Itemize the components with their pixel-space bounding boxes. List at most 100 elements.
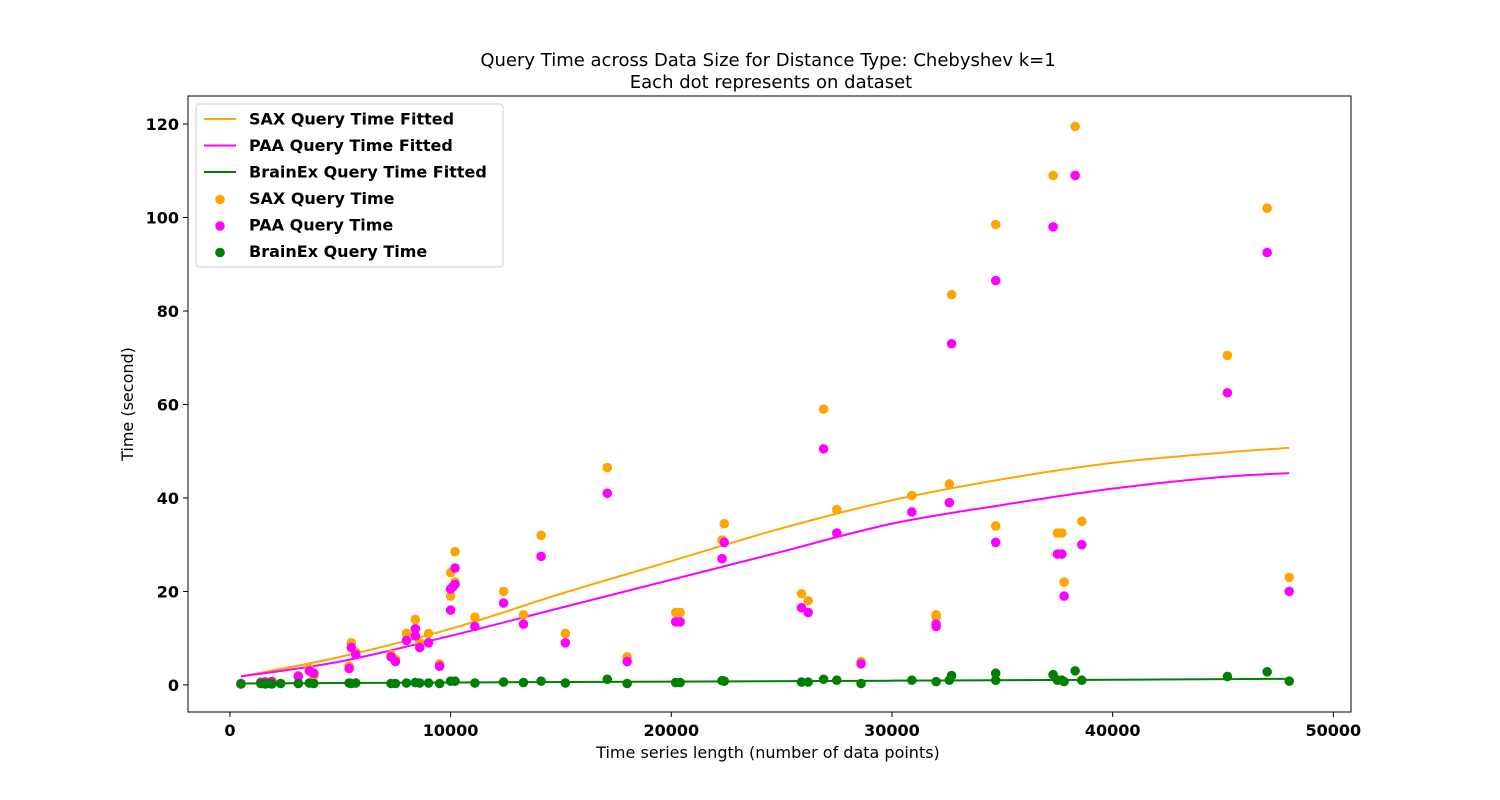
brainex-query-time-point <box>1076 675 1087 686</box>
paa-query-time-point <box>346 642 357 653</box>
y-tick-label: 0 <box>168 676 179 695</box>
brainex-query-time-point <box>275 678 286 689</box>
paa-query-time-point <box>675 616 685 627</box>
y-axis-label: Time (second) <box>118 347 137 462</box>
sax-query-time-point <box>498 586 509 597</box>
paa-query-time-point <box>410 624 421 634</box>
paa-query-time-point <box>410 631 421 641</box>
sax-query-time-point <box>560 628 571 639</box>
paa-query-time-point <box>622 656 632 667</box>
legend-box <box>195 103 504 268</box>
x-tick-label: 0 <box>224 721 235 740</box>
legend-paa-query-time-label: PAA Query Time <box>249 216 393 235</box>
y-tick-label: 20 <box>157 582 179 601</box>
brainex-query-time-point <box>350 678 361 688</box>
paa-query-time-point <box>602 488 613 499</box>
sax-query-time-point <box>931 612 941 622</box>
sax-query-time-point <box>1284 572 1295 583</box>
brainex-query-time-point <box>818 674 829 685</box>
brainex-query-time-point <box>1222 671 1233 682</box>
paa-query-time-point <box>470 621 480 632</box>
paa-query-time-point <box>856 659 866 669</box>
tick-layer: 0 10000 20000 30000 40000 50000 0 20 40 60 80 100 12… <box>146 115 1362 740</box>
paa-query-time-point <box>803 607 813 618</box>
legend-sax-query-time-label: SAX Query Time <box>249 189 395 208</box>
paa-query-time-point <box>450 579 460 590</box>
sax-query-time-point <box>944 479 955 489</box>
x-tick-label: 10000 <box>423 721 479 740</box>
brainex-query-time-point <box>1059 676 1069 687</box>
paa-query-time-point <box>944 497 955 508</box>
legend-sax-query-time-swatch <box>215 194 225 205</box>
brainex-query-time-point <box>1284 676 1295 686</box>
brainex-query-time-point <box>450 676 460 686</box>
sax-query-time-point <box>470 612 480 622</box>
sax-query-time-point <box>675 607 685 618</box>
paa-query-time-point <box>990 537 1001 548</box>
brainex-query-time-point <box>401 678 412 688</box>
paa-query-time-point <box>390 656 401 667</box>
paa-query-time-point <box>423 638 434 648</box>
paa-query-time-point <box>344 663 354 674</box>
paa-query-time-fitted-line <box>240 472 1290 678</box>
sax-query-time-point <box>990 219 1001 230</box>
y-tick-label: 120 <box>146 115 179 134</box>
paa-query-time-point <box>946 338 957 349</box>
brainex-query-time-point <box>536 676 546 686</box>
legend-brainex-query-time-fitted-label: BrainEx Query Time Fitted <box>249 163 487 182</box>
paa-query-time-point <box>1284 586 1295 597</box>
sax-query-time-point <box>1048 170 1058 181</box>
brainex-query-time-point <box>470 678 480 688</box>
brainex-query-time-point <box>990 668 1001 679</box>
sax-query-time-point <box>719 518 730 529</box>
y-tick-label: 80 <box>157 302 179 321</box>
x-tick-label: 40000 <box>1085 721 1141 740</box>
paa-query-time-point <box>1076 539 1087 550</box>
sax-query-time-point <box>818 404 829 414</box>
brainex-query-time-point <box>796 677 807 687</box>
sax-query-time-point <box>518 609 529 620</box>
sax-query-time-point <box>536 530 546 541</box>
paa-query-time-point <box>450 563 460 573</box>
legend: SAX Query Time Fitted PAA Query Time Fitt… <box>195 103 504 268</box>
sax-query-time-point <box>990 521 1001 531</box>
sax-query-time-point <box>1262 203 1272 213</box>
brainex-query-time-point <box>832 675 842 686</box>
brainex-query-time-point <box>719 676 730 686</box>
paa-query-time-point <box>1057 549 1067 559</box>
x-tick-label: 30000 <box>864 721 920 740</box>
paa-query-time-point <box>931 621 941 632</box>
paa-query-time-point <box>350 649 361 660</box>
sax-query-time-point <box>796 588 807 599</box>
sax-query-time-point <box>803 595 813 606</box>
sax-query-time-point <box>410 614 421 625</box>
sax-query-time-point <box>1057 528 1067 538</box>
paa-query-time-point <box>1059 591 1069 601</box>
paa-query-time-point <box>498 598 509 608</box>
paa-query-time-point <box>1222 387 1233 398</box>
brainex-query-time-point <box>622 678 632 689</box>
sax-query-time-point <box>450 546 460 557</box>
paa-query-time-point <box>1070 170 1080 181</box>
y-tick-label: 40 <box>157 489 179 508</box>
brainex-query-time-point <box>498 677 509 687</box>
paa-query-time-point <box>308 668 319 679</box>
chart-title: Query Time across Data Size for Distance… <box>480 50 1055 71</box>
paa-query-time-point <box>832 528 842 538</box>
sax-query-time-point <box>1059 577 1069 587</box>
brainex-query-time-point <box>308 678 319 689</box>
y-tick-label: 60 <box>157 395 179 414</box>
sax-query-time-point <box>1076 516 1087 527</box>
legend-brainex-query-time-label: BrainEx Query Time <box>249 242 427 261</box>
brainex-query-time-point <box>518 677 529 688</box>
x-axis-label: Time series length (number of data point… <box>595 743 940 762</box>
brainex-query-time-point <box>946 670 957 681</box>
brainex-query-time-point <box>1070 666 1080 676</box>
x-tick-label: 50000 <box>1306 721 1362 740</box>
sax-query-time-point <box>907 490 917 501</box>
x-tick-label: 20000 <box>643 721 699 740</box>
sax-query-time-point <box>946 289 957 300</box>
paa-query-time-point <box>536 551 546 562</box>
brainex-query-time-point <box>236 679 246 689</box>
